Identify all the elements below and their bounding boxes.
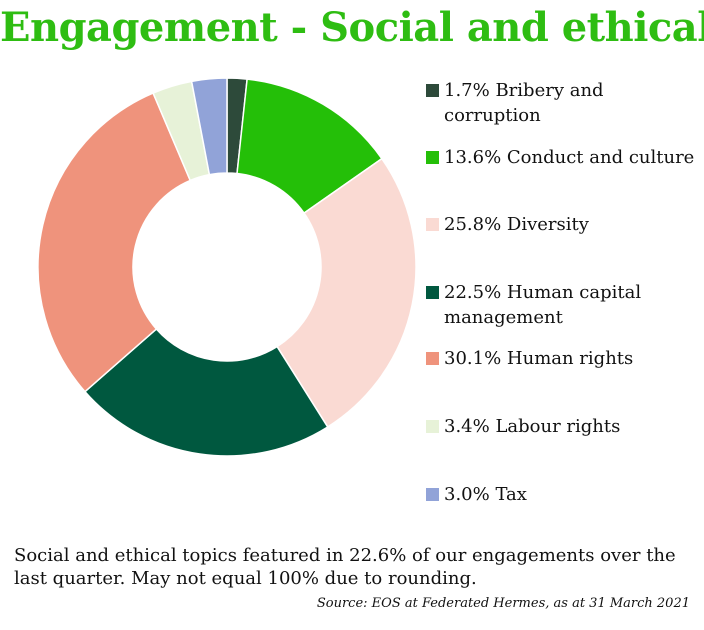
donut-slice-1 [236, 78, 383, 215]
chart-title: Engagement - Social and ethical [0, 4, 704, 51]
legend-swatch [426, 286, 439, 299]
legend-label: 22.5% Human capital management [444, 282, 642, 328]
donut-slice-3 [83, 327, 329, 457]
legend-swatch [426, 218, 439, 231]
legend-swatch [426, 84, 439, 97]
legend-label: 3.4% Labour rights [444, 416, 621, 437]
legend-swatch [426, 420, 439, 433]
legend-item: 22.5% Human capital management [426, 280, 704, 330]
donut-slice-4 [37, 92, 192, 393]
legend-item: 25.8% Diversity [426, 212, 704, 237]
legend-label: 25.8% Diversity [444, 214, 589, 235]
donut-slice-2 [276, 157, 417, 428]
legend-item: 13.6% Conduct and culture [426, 145, 704, 170]
legend-item: 3.0% Tax [426, 482, 704, 507]
legend-label: 1.7% Bribery and corruption [444, 80, 604, 126]
legend-item: 1.7% Bribery and corruption [426, 78, 704, 128]
legend-swatch [426, 352, 439, 365]
legend-item: 30.1% Human rights [426, 346, 704, 371]
legend-item: 3.4% Labour rights [426, 414, 704, 439]
donut-slice-6 [190, 77, 228, 176]
caption: Social and ethical topics featured in 22… [14, 545, 676, 589]
legend-label: 13.6% Conduct and culture [444, 147, 695, 168]
legend-swatch [426, 488, 439, 501]
legend-swatch [426, 151, 439, 164]
source-note: Source: EOS at Federated Hermes, as at 3… [316, 596, 690, 611]
legend-label: 3.0% Tax [444, 484, 527, 505]
legend-label: 30.1% Human rights [444, 348, 634, 369]
